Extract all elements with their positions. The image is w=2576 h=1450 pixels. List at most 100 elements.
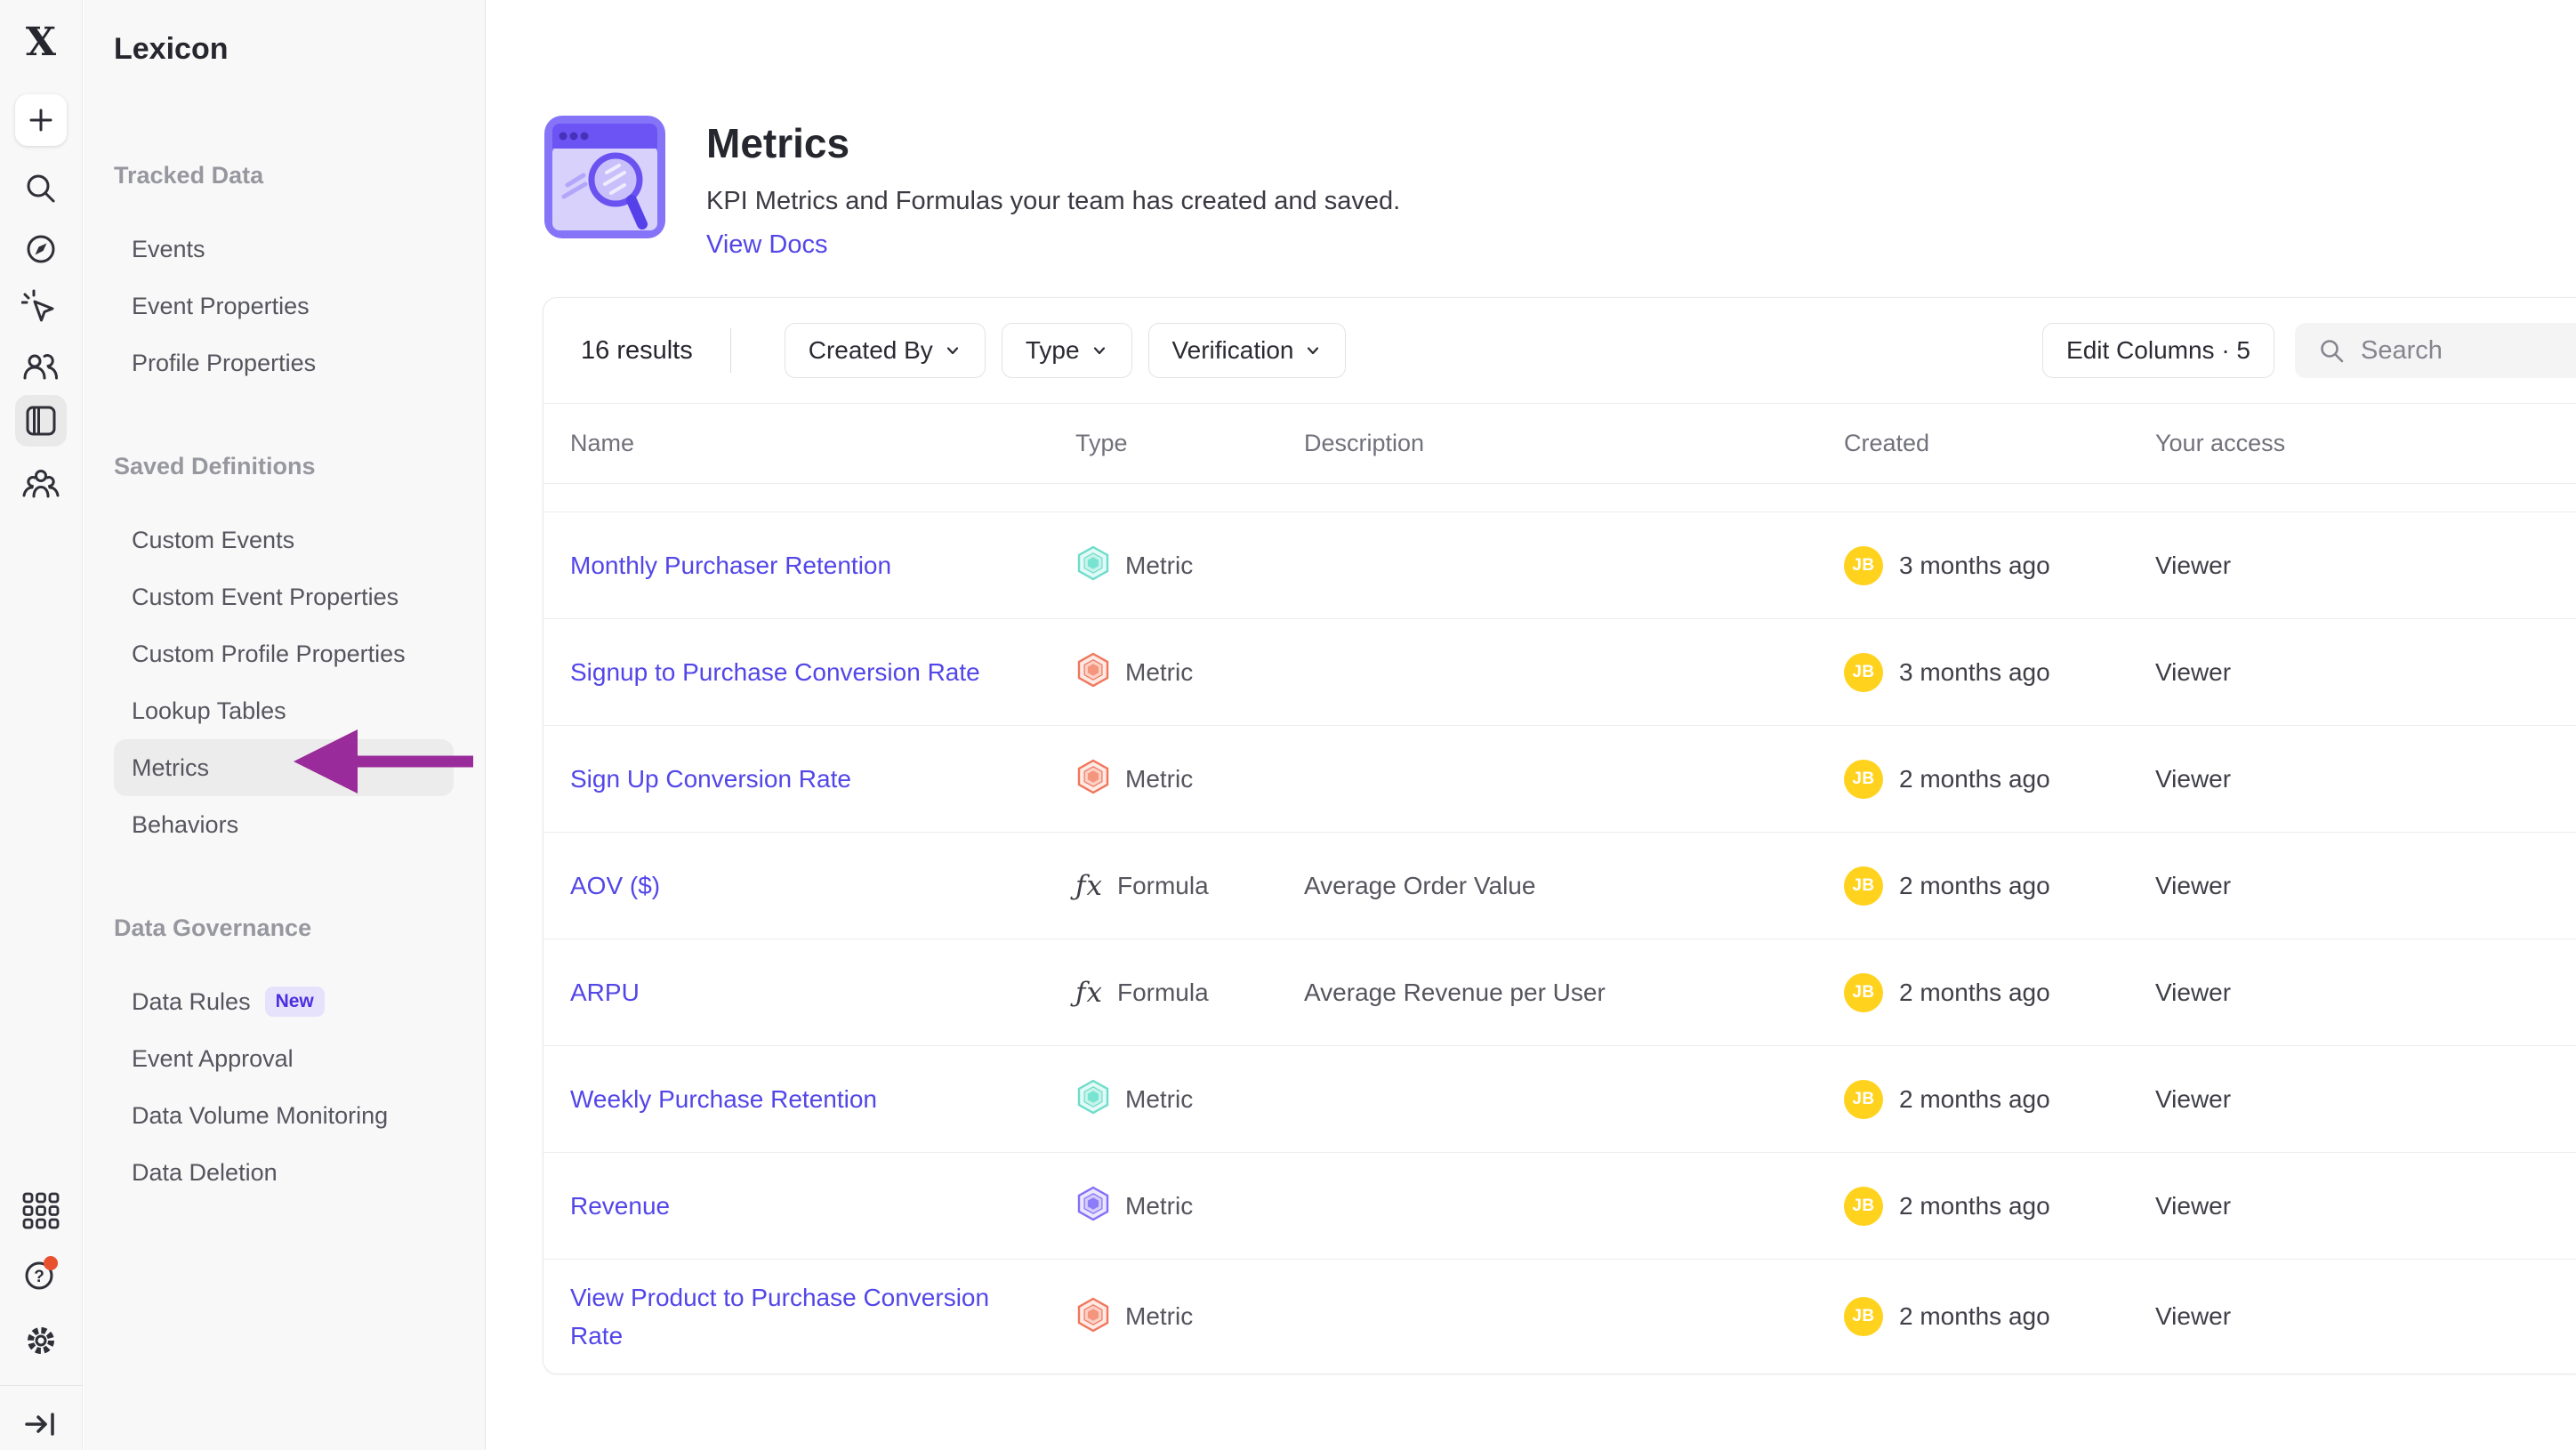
icon-rail: X [0, 0, 83, 1450]
metric-name-link[interactable]: Sign Up Conversion Rate [570, 764, 851, 793]
type-label: Metric [1125, 1084, 1194, 1113]
table-row: AOV ($) ƒx Formula Average Order Value JB 2 m… [543, 833, 2576, 939]
metric-name-link[interactable]: Signup to Purchase Conversion Rate [570, 657, 980, 686]
sidebar-section: Data Governance Data Rules New Event Approv… [84, 913, 485, 1201]
sidebar-item-data-volume-monitoring[interactable]: Data Volume Monitoring [114, 1087, 454, 1144]
sidebar-item-metrics[interactable]: Metrics [114, 739, 454, 796]
table-row: ARPU ƒx Formula Average Revenue per User JB 2… [543, 939, 2576, 1046]
sidebar-item-profile-properties[interactable]: Profile Properties [114, 334, 454, 391]
sidebar-item-label: Data Rules [132, 987, 251, 1015]
filter-button-label: Verification [1171, 336, 1294, 364]
edit-columns-button[interactable]: Edit Columns · 5 [2042, 323, 2274, 378]
filter-button-type[interactable]: Type [1001, 323, 1132, 378]
table-body: Monthly Purchaser Retention Metric JB 3 mon… [543, 512, 2576, 1373]
access-level: Viewer [2155, 978, 2232, 1006]
sidebar-item-label: Lookup Tables [132, 697, 286, 724]
rail-apps-button[interactable] [15, 1185, 67, 1237]
sidebar-section-title: Tracked Data [114, 161, 264, 189]
sidebar-item-label: Event Approval [132, 1044, 294, 1072]
new-badge: New [264, 987, 325, 1017]
creator-avatar: JB [1844, 759, 1883, 799]
type-label: Metric [1125, 1302, 1194, 1330]
column-header-name: Name [570, 430, 635, 456]
mixpanel-logo[interactable]: X [15, 21, 67, 64]
collapse-sidebar-button[interactable] [15, 1398, 67, 1450]
creator-avatar: JB [1844, 972, 1883, 1012]
metrics-illustration-icon [544, 116, 665, 238]
sidebar-item-custom-profile-properties[interactable]: Custom Profile Properties [114, 625, 454, 682]
chevron-down-icon [1093, 347, 1105, 355]
table-row: View Product to Purchase Conversion Rate… [543, 1260, 2576, 1373]
sidebar-item-label: Behaviors [132, 810, 239, 838]
sidebar-item-event-properties[interactable]: Event Properties [114, 278, 454, 334]
rail-help-button[interactable]: ? [15, 1248, 67, 1300]
metric-teal-icon [1075, 545, 1111, 585]
metric-name-link[interactable]: ARPU [570, 978, 640, 1006]
type-label: Metric [1125, 551, 1194, 579]
created-time: 2 months ago [1899, 764, 2050, 793]
filter-button-label: Created By [808, 336, 933, 364]
formula-icon: ƒx [1075, 977, 1103, 1009]
access-level: Viewer [2155, 1084, 2232, 1113]
rail-discover-button[interactable] [15, 223, 67, 275]
creator-avatar: JB [1844, 1297, 1883, 1336]
search-placeholder: Search [2361, 335, 2443, 365]
sidebar-title: Lexicon [114, 32, 229, 66]
page-title: Metrics [706, 120, 850, 166]
rail-search-button[interactable] [15, 163, 67, 214]
rail-users-button[interactable] [15, 342, 67, 393]
create-new-button[interactable] [15, 94, 67, 146]
metrics-table-card: 16 results Created By Type Verification Ed… [543, 297, 2576, 1374]
type-label: Metric [1125, 1191, 1194, 1220]
help-icon: ? [25, 1256, 58, 1290]
rail-settings-button[interactable] [15, 1315, 67, 1366]
metric-name-link[interactable]: Monthly Purchaser Retention [570, 551, 892, 579]
sidebar-item-lookup-tables[interactable]: Lookup Tables [114, 682, 454, 739]
sidebar-item-behaviors[interactable]: Behaviors [114, 796, 454, 853]
sidebar-item-custom-event-properties[interactable]: Custom Event Properties [114, 568, 454, 625]
sidebar-item-label: Profile Properties [132, 349, 317, 376]
view-docs-link[interactable]: View Docs [706, 230, 828, 259]
sidebar-item-label: Data Deletion [132, 1158, 278, 1186]
chevron-down-icon [1308, 347, 1319, 355]
table-header-row: Name Type Description Created Your acces… [543, 404, 2576, 484]
sidebar-item-data-deletion[interactable]: Data Deletion [114, 1144, 454, 1201]
filter-button-label: Type [1025, 336, 1080, 364]
metric-name-link[interactable]: Weekly Purchase Retention [570, 1084, 877, 1113]
rail-events-button[interactable] [15, 283, 67, 334]
rail-cohorts-button[interactable] [15, 458, 67, 510]
sidebar-item-data-rules[interactable]: Data Rules New [114, 973, 454, 1030]
sidebar-item-event-approval[interactable]: Event Approval [114, 1030, 454, 1087]
chevron-down-icon [946, 347, 958, 355]
sidebar-section-title: Data Governance [114, 914, 312, 941]
creator-avatar: JB [1844, 866, 1883, 906]
formula-fx-glyph: ƒx [1075, 869, 1103, 902]
created-time: 2 months ago [1899, 1191, 2050, 1220]
lexicon-book-icon [26, 406, 56, 436]
metric-name-link[interactable]: View Product to Purchase Conversion Rate [570, 1283, 990, 1349]
sidebar-item-events[interactable]: Events [114, 221, 454, 278]
type-label: Metric [1125, 657, 1194, 686]
column-header-access: Your access [2155, 430, 2286, 456]
search-input[interactable]: Search [2295, 323, 2576, 378]
description-cell: Average Revenue per User [1304, 978, 1606, 1006]
metric-orange-icon [1075, 652, 1111, 692]
sidebar-section-title: Saved Definitions [114, 452, 316, 479]
plus-icon [29, 109, 52, 132]
rail-lexicon-button[interactable] [15, 395, 67, 447]
filter-button-created-by[interactable]: Created By [784, 323, 986, 378]
metric-name-link[interactable]: AOV ($) [570, 871, 661, 899]
table-row: Monthly Purchaser Retention Metric JB 3 mon… [543, 512, 2576, 619]
created-time: 2 months ago [1899, 1084, 2050, 1113]
sidebar-section: Tracked Data Events Event Properties Profil… [84, 160, 485, 391]
metric-name-link[interactable]: Revenue [570, 1191, 671, 1220]
creator-avatar: JB [1844, 545, 1883, 585]
creator-avatar: JB [1844, 1079, 1883, 1119]
sidebar-item-custom-events[interactable]: Custom Events [114, 512, 454, 568]
svg-text:X: X [26, 21, 57, 64]
filter-button-verification[interactable]: Verification [1147, 323, 1347, 378]
access-level: Viewer [2155, 551, 2232, 579]
type-label: Formula [1116, 871, 1209, 899]
arrow-to-bar-icon [25, 1413, 54, 1436]
